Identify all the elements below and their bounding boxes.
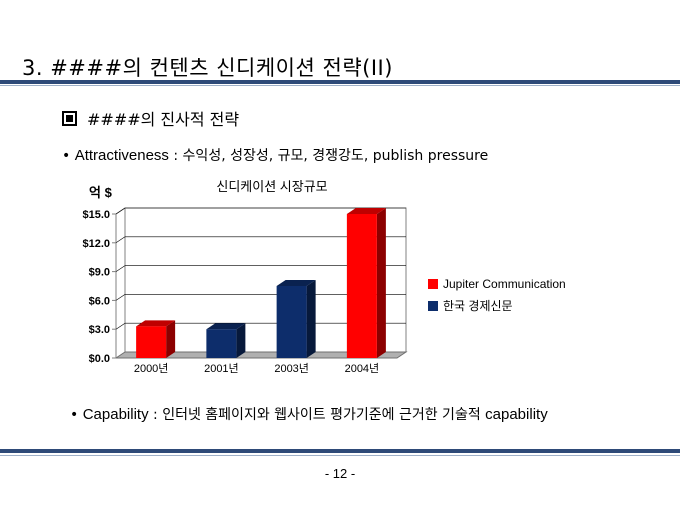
x-category-label: 2001년: [204, 362, 239, 375]
footer-divider: [0, 449, 680, 453]
gridline-depth: [115, 236, 126, 244]
y-tick-label: $6.0: [89, 295, 110, 307]
chart-title: 신디케이션 시장규모: [216, 179, 327, 194]
bar-top: [276, 280, 316, 286]
gridline-depth: [115, 294, 126, 301]
bar-top: [136, 320, 176, 327]
bar-front: [206, 329, 237, 358]
bullet-capability-tail: capability: [485, 406, 548, 423]
page-number: - 12 -: [324, 466, 356, 481]
bar-side: [376, 208, 386, 358]
subheading-text: ####의 진사적 전략: [87, 110, 240, 129]
bar-top: [346, 208, 386, 214]
bar: [276, 280, 316, 358]
title-divider: [0, 80, 680, 84]
bar-side: [306, 280, 316, 358]
bar-front: [136, 326, 167, 358]
x-category-label: 2004년: [345, 362, 380, 375]
footer-divider-thin: [0, 455, 680, 456]
bullet-capability-key: Capability: [82, 406, 149, 423]
bullet-capability: • Capability : 인터넷 홈페이지와 웹사이트 평가기준에 근거한 …: [70, 406, 548, 423]
bar-top: [206, 323, 246, 330]
gridline-depth: [115, 265, 126, 272]
x-category-label: 2003년: [274, 362, 309, 375]
subheading: ####의 진사적 전략: [62, 106, 239, 130]
bar-side: [236, 323, 246, 358]
gridline-depth: [115, 322, 126, 330]
x-category-label: 2000년: [134, 362, 169, 375]
y-tick-label: $3.0: [89, 324, 110, 336]
y-tick-label: $12.0: [82, 238, 110, 250]
legend-swatch: [428, 279, 438, 289]
bar: [206, 323, 246, 358]
chart-unit-label: 억 $: [89, 185, 113, 200]
bar-front: [346, 214, 377, 358]
bullet-attractiveness-key: Attractiveness: [74, 147, 169, 164]
bullet-capability-text: : 인터넷 홈페이지와 웹사이트 평가기준에 근거한 기술적: [148, 407, 486, 423]
y-tick-label: $0.0: [89, 353, 110, 365]
title-divider-thin: [0, 85, 680, 86]
bar: [346, 208, 386, 358]
slide-title: 3. ####의 컨텐츠 신디케이션 전략(II): [22, 56, 393, 80]
legend-swatch: [428, 301, 438, 311]
bullet-attractiveness-text: : 수익성, 성장성, 규모, 경쟁강도, publish pressure: [168, 148, 489, 164]
legend-label: Jupiter Communication: [443, 277, 566, 291]
y-tick-label: $9.0: [89, 267, 110, 279]
bar: [136, 320, 176, 358]
gridline-depth: [115, 207, 126, 215]
bar-side: [166, 320, 176, 358]
square-bullet-icon: [62, 111, 77, 126]
legend-label: 한국 경제신문: [443, 299, 513, 313]
y-tick-label: $15.0: [82, 209, 110, 221]
bar-front: [276, 286, 307, 358]
bullet-attractiveness: • Attractiveness : 수익성, 성장성, 규모, 경쟁강도, p…: [62, 147, 489, 164]
